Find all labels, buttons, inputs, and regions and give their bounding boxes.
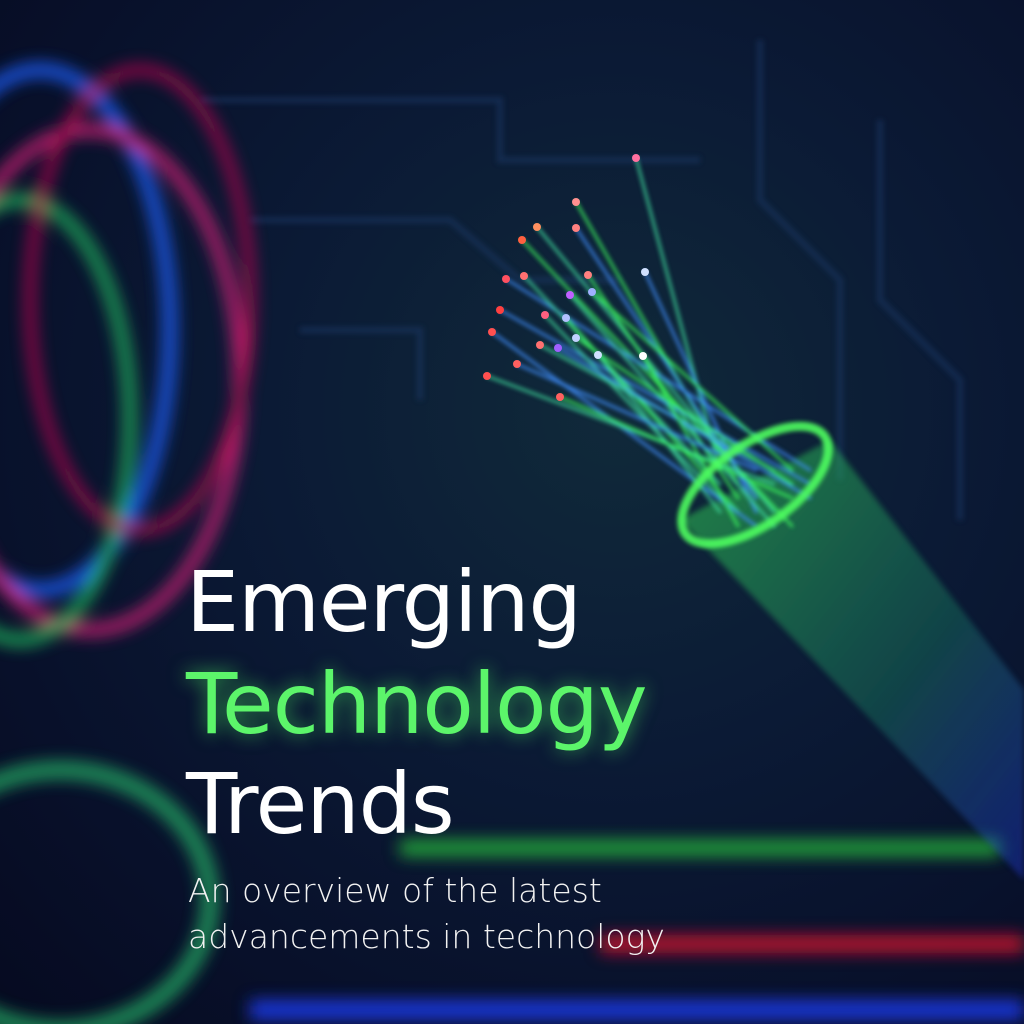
fiber-light-tip — [632, 154, 640, 162]
fiber-strand — [498, 308, 812, 486]
subtitle-line-1: An overview of the latest — [188, 871, 602, 910]
fiber-strand — [574, 336, 794, 486]
fiber-light-tip — [562, 314, 570, 322]
fiber-light-tip — [588, 288, 596, 296]
fiber-cable — [483, 154, 1024, 880]
subtitle-line-2: advancements in technology — [188, 917, 665, 956]
fiber-light-tip — [483, 372, 491, 380]
title-line-3: Trends — [186, 755, 455, 853]
fiber-light-tip — [502, 275, 510, 283]
fiber-strand — [485, 374, 776, 486]
fiber-light-tip — [513, 360, 521, 368]
fiber-strand — [643, 270, 758, 514]
fiber-light-tip — [496, 306, 504, 314]
circuit-traces — [200, 40, 963, 520]
fiber-light-tip — [556, 393, 564, 401]
title-line-1: Emerging — [186, 553, 582, 651]
fiber-light-tip — [572, 334, 580, 342]
fiber-light-tip — [541, 311, 549, 319]
fiber-strand — [556, 346, 812, 500]
title-line-2-highlight: Technology — [186, 655, 648, 753]
fiber-light-tip — [488, 328, 496, 336]
fiber-light-tip — [566, 291, 574, 299]
fiber-strand — [515, 362, 758, 472]
fiber-light-tip — [520, 272, 528, 280]
fiber-strand — [634, 156, 722, 472]
fiber-light-tip — [639, 352, 647, 360]
fiber-strand — [558, 395, 794, 500]
fiber-light-tip — [518, 236, 526, 244]
fiber-light-tip — [536, 341, 544, 349]
cable-loops — [0, 63, 255, 1024]
fiber-light-tip — [641, 268, 649, 276]
fiber-light-tip — [572, 224, 580, 232]
fiber-light-tip — [584, 271, 592, 279]
fiber-light-tip — [533, 223, 541, 231]
subtitle: An overview of the latest advancements i… — [188, 868, 788, 960]
fiber-light-tip — [572, 198, 580, 206]
fiber-light-tip — [594, 351, 602, 359]
light-streaks — [250, 840, 1024, 1020]
fiber-strand — [543, 313, 722, 500]
fiber-light-tip — [554, 344, 562, 352]
